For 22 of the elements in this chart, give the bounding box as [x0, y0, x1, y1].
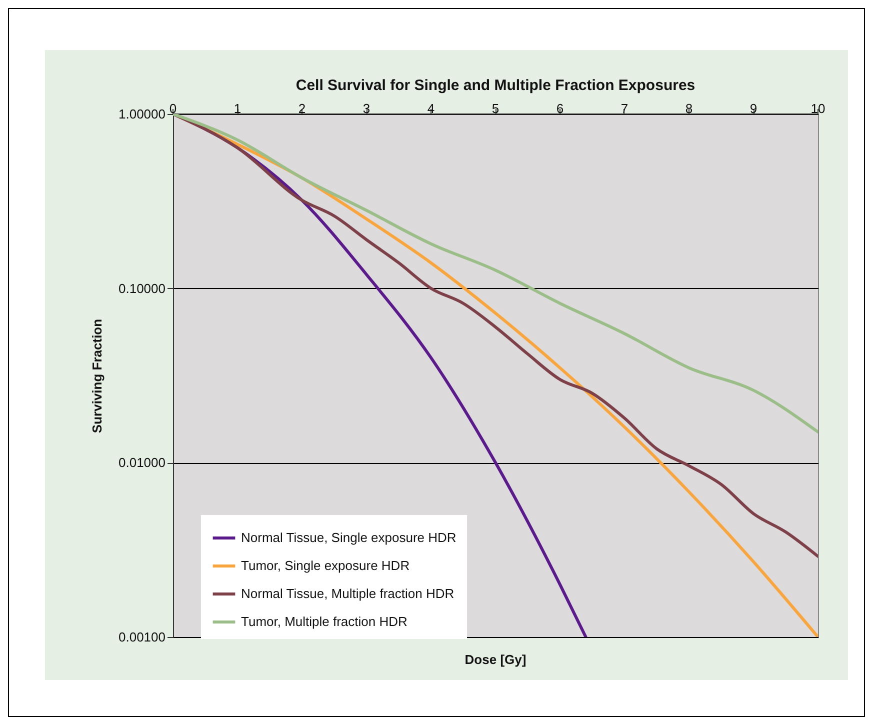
x-tick-label: 4 [427, 101, 435, 116]
y-axis-title: Surviving Fraction [90, 318, 105, 434]
x-tick-label: 0 [169, 101, 177, 116]
x-axis-title: Dose [Gy] [464, 652, 526, 667]
y-tick-label: 0.00100 [118, 630, 166, 644]
x-tick-label: 6 [556, 101, 564, 116]
x-tick-label: 8 [685, 101, 693, 116]
legend-label: Tumor, Single exposure HDR [241, 558, 410, 573]
x-tick-label: 9 [750, 101, 758, 116]
y-tick-label: 0.01000 [118, 455, 166, 470]
legend-label: Tumor, Multiple fraction HDR [241, 614, 408, 629]
y-tick-label: 0.10000 [118, 280, 166, 296]
x-tick-label: 7 [620, 101, 628, 116]
x-tick-label: 10 [810, 101, 826, 116]
y-tick-label: 1.00000 [118, 106, 166, 122]
x-tick-label: 3 [362, 101, 370, 116]
x-tick-label: 2 [298, 101, 306, 116]
legend-label: Normal Tissue, Multiple fraction HDR [241, 586, 454, 601]
x-tick-label: 1 [234, 101, 242, 116]
legend-label: Normal Tissue, Single exposure HDR [241, 530, 456, 545]
chart-title: Cell Survival for Single and Multiple Fraction Exposures [296, 77, 696, 94]
x-tick-label: 5 [492, 101, 500, 116]
